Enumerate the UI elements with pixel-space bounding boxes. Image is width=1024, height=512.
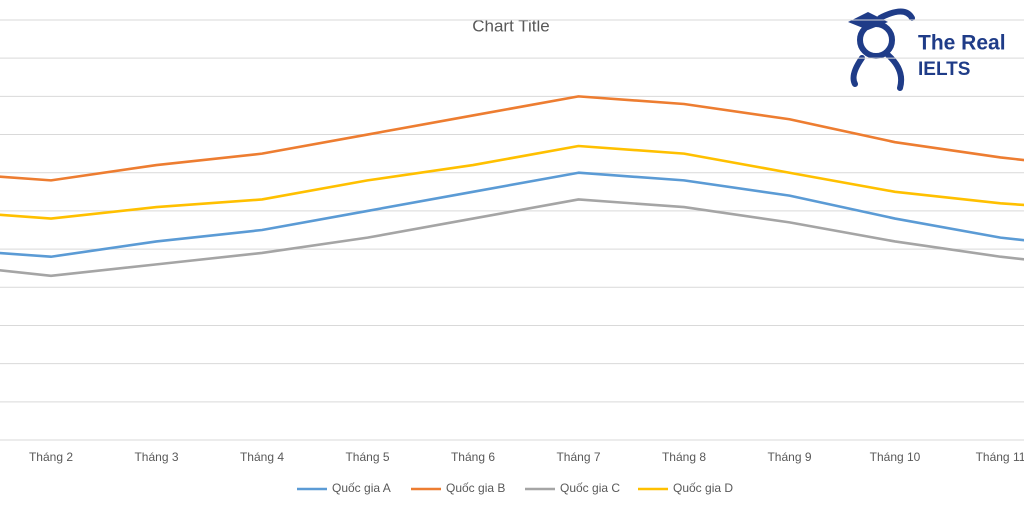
series-line xyxy=(0,95,1024,182)
x-tick-label: Tháng 6 xyxy=(451,450,495,464)
legend-label: Quốc gia D xyxy=(673,481,733,495)
x-tick-label: Tháng 4 xyxy=(240,450,284,464)
legend-item: Quốc gia D xyxy=(638,481,733,495)
x-tick-label: Tháng 10 xyxy=(870,450,921,464)
series-line xyxy=(0,198,1024,278)
x-tick-label: Tháng 8 xyxy=(662,450,706,464)
legend-item: Quốc gia A xyxy=(297,481,391,495)
x-tick-label: Tháng 11 xyxy=(976,450,1024,464)
legend-item: Quốc gia B xyxy=(411,481,505,495)
logo-text: IELTS xyxy=(918,59,970,80)
logo-cap xyxy=(848,12,888,30)
x-tick-label: Tháng 3 xyxy=(134,450,178,464)
x-tick-label: Tháng 5 xyxy=(345,450,389,464)
logo: The Real IELTS xyxy=(848,8,1006,91)
logo-text: The Real xyxy=(918,32,1006,55)
legend-label: Quốc gia B xyxy=(446,481,505,495)
x-tick-label: Tháng 7 xyxy=(556,450,600,464)
x-tick-label: Tháng 9 xyxy=(767,450,811,464)
series-line xyxy=(0,171,1024,259)
legend-item: Quốc gia C xyxy=(525,481,620,495)
legend-label: Quốc gia C xyxy=(560,481,620,495)
legend-label: Quốc gia A xyxy=(332,481,391,495)
series-line xyxy=(0,144,1024,220)
x-tick-label: Tháng 2 xyxy=(29,450,73,464)
logo-figure xyxy=(850,8,915,91)
chart-title: Chart Title xyxy=(472,16,549,35)
